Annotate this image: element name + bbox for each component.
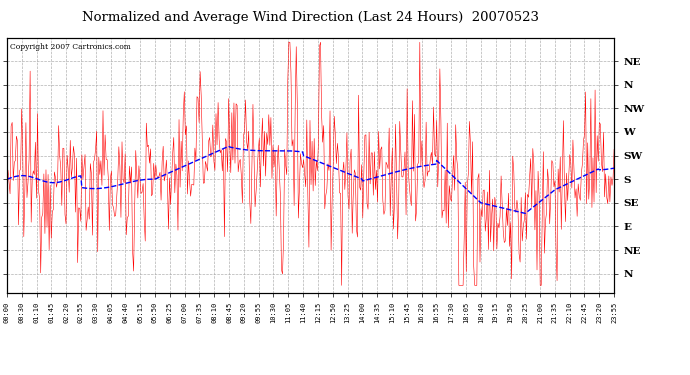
Text: Normalized and Average Wind Direction (Last 24 Hours)  20070523: Normalized and Average Wind Direction (L… bbox=[82, 11, 539, 24]
Text: Copyright 2007 Cartronics.com: Copyright 2007 Cartronics.com bbox=[10, 43, 131, 51]
